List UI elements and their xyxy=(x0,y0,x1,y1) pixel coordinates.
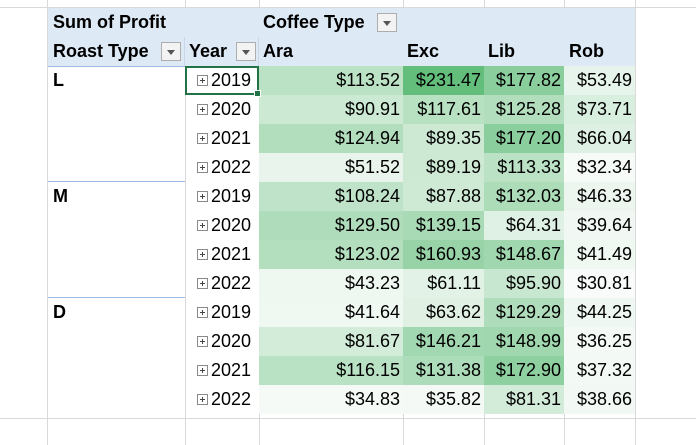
value-cell[interactable]: $30.81 xyxy=(564,269,635,298)
value-field-label: Sum of Profit xyxy=(53,12,166,32)
value-cell[interactable]: $129.50 xyxy=(259,211,403,240)
year-cell[interactable]: 2021 xyxy=(211,244,252,264)
year-cell[interactable]: 2021 xyxy=(211,128,252,148)
value-cell[interactable]: $125.28 xyxy=(484,95,564,124)
active-cell-indicator xyxy=(185,66,261,97)
year-cell[interactable]: 2020 xyxy=(211,215,252,235)
value-cell[interactable]: $32.34 xyxy=(564,153,635,182)
gridline xyxy=(0,418,696,419)
column-header-lib[interactable]: Lib xyxy=(488,41,515,61)
plus-box-icon[interactable] xyxy=(197,191,208,202)
value-cell[interactable]: $44.25 xyxy=(564,298,635,327)
value-cell[interactable]: $90.91 xyxy=(259,95,403,124)
value-cell[interactable]: $53.49 xyxy=(564,66,635,95)
value-cell[interactable]: $177.82 xyxy=(484,66,564,95)
value-cell[interactable]: $64.31 xyxy=(484,211,564,240)
value-cell[interactable]: $35.82 xyxy=(403,385,484,414)
value-cell[interactable]: $89.19 xyxy=(403,153,484,182)
year-cell[interactable]: 2020 xyxy=(211,99,252,119)
value-cell[interactable]: $177.20 xyxy=(484,124,564,153)
value-cell[interactable]: $87.88 xyxy=(403,182,484,211)
gridline xyxy=(185,0,186,445)
gridline xyxy=(0,7,696,8)
value-cell[interactable]: $61.11 xyxy=(403,269,484,298)
value-cell[interactable]: $81.67 xyxy=(259,327,403,356)
group-separator xyxy=(48,181,185,182)
gridline xyxy=(47,0,48,445)
value-cell[interactable]: $63.62 xyxy=(403,298,484,327)
value-cell[interactable]: $37.32 xyxy=(564,356,635,385)
value-cell[interactable]: $160.93 xyxy=(403,240,484,269)
value-cell[interactable]: $95.90 xyxy=(484,269,564,298)
group-separator xyxy=(48,297,185,298)
value-cell[interactable]: $129.29 xyxy=(484,298,564,327)
value-cell[interactable]: $139.15 xyxy=(403,211,484,240)
value-cell[interactable]: $113.52 xyxy=(259,66,403,95)
year-cell[interactable]: 2022 xyxy=(211,157,252,177)
value-cell[interactable]: $123.02 xyxy=(259,240,403,269)
value-cell[interactable]: $51.52 xyxy=(259,153,403,182)
year-cell[interactable]: 2019 xyxy=(211,186,252,206)
year-cell[interactable]: 2022 xyxy=(211,273,252,293)
header-cell xyxy=(48,37,185,66)
chevron-down-icon[interactable] xyxy=(236,42,256,61)
value-cell[interactable]: $46.33 xyxy=(564,182,635,211)
header-cell xyxy=(185,37,259,66)
column-header-rob[interactable]: Rob xyxy=(569,41,604,61)
plus-box-icon[interactable] xyxy=(197,307,208,318)
year-label: Year xyxy=(189,41,228,61)
value-cell[interactable]: $73.71 xyxy=(564,95,635,124)
value-cell[interactable]: $108.24 xyxy=(259,182,403,211)
value-cell[interactable]: $81.31 xyxy=(484,385,564,414)
value-cell[interactable]: $172.90 xyxy=(484,356,564,385)
value-cell[interactable]: $66.04 xyxy=(564,124,635,153)
value-cell[interactable]: $89.35 xyxy=(403,124,484,153)
value-cell[interactable]: $41.49 xyxy=(564,240,635,269)
plus-box-icon[interactable] xyxy=(197,220,208,231)
year-cell[interactable]: 2022 xyxy=(211,389,252,409)
value-cell[interactable]: $113.33 xyxy=(484,153,564,182)
value-cell[interactable]: $146.21 xyxy=(403,327,484,356)
plus-box-icon[interactable] xyxy=(197,162,208,173)
column-header-exc[interactable]: Exc xyxy=(407,41,440,61)
year-cell[interactable]: 2019 xyxy=(211,70,252,90)
plus-box-icon[interactable] xyxy=(197,133,208,144)
plus-box-icon[interactable] xyxy=(197,75,208,86)
roast-type-label: Roast Type xyxy=(53,41,149,61)
value-cell[interactable]: $132.03 xyxy=(484,182,564,211)
value-cell[interactable]: $38.66 xyxy=(564,385,635,414)
plus-box-icon[interactable] xyxy=(197,336,208,347)
value-cell[interactable]: $148.99 xyxy=(484,327,564,356)
value-cell[interactable]: $231.47 xyxy=(403,66,484,95)
year-cell[interactable]: 2020 xyxy=(211,331,252,351)
plus-box-icon[interactable] xyxy=(197,249,208,260)
column-header-ara[interactable]: Ara xyxy=(263,41,294,61)
pivot-header xyxy=(48,8,635,66)
plus-box-icon[interactable] xyxy=(197,365,208,376)
value-cell[interactable]: $43.23 xyxy=(259,269,403,298)
plus-box-icon[interactable] xyxy=(197,278,208,289)
value-cell[interactable]: $39.64 xyxy=(564,211,635,240)
value-cell[interactable]: $116.15 xyxy=(259,356,403,385)
plus-box-icon[interactable] xyxy=(197,394,208,405)
value-cell[interactable]: $36.25 xyxy=(564,327,635,356)
value-cell[interactable]: $34.83 xyxy=(259,385,403,414)
year-cell[interactable]: 2021 xyxy=(211,360,252,380)
value-cell[interactable]: $131.38 xyxy=(403,356,484,385)
chevron-down-icon[interactable] xyxy=(161,42,181,61)
value-cell[interactable]: $124.94 xyxy=(259,124,403,153)
gridline xyxy=(635,0,636,445)
value-cell[interactable]: $41.64 xyxy=(259,298,403,327)
roast-type-label: M xyxy=(53,186,68,206)
plus-box-icon[interactable] xyxy=(197,104,208,115)
roast-type-label: L xyxy=(53,70,64,90)
year-cell[interactable]: 2019 xyxy=(211,302,252,322)
roast-type-label: D xyxy=(53,302,66,322)
chevron-down-icon[interactable] xyxy=(377,13,397,32)
value-cell[interactable]: $117.61 xyxy=(403,95,484,124)
value-cell[interactable]: $148.67 xyxy=(484,240,564,269)
column-field-label: Coffee Type xyxy=(263,12,365,32)
